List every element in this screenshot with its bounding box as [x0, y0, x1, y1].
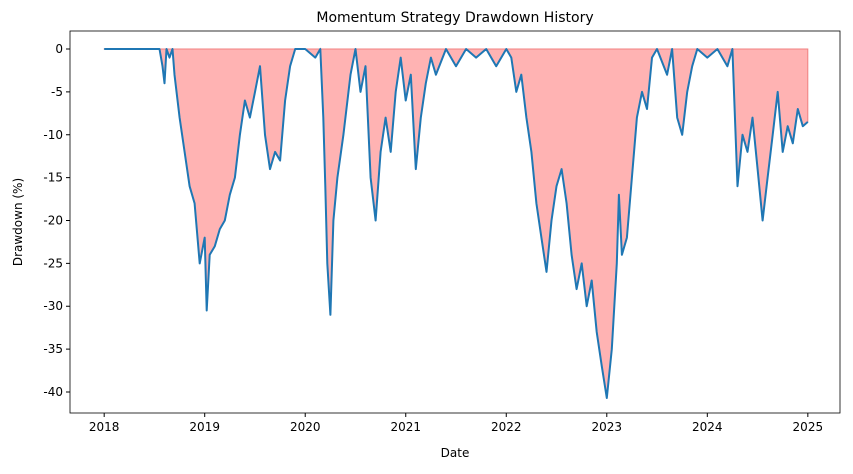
y-axis-label: Drawdown (%) — [11, 178, 25, 266]
x-tick-label: 2025 — [793, 420, 824, 434]
y-tick-label: -10 — [43, 128, 63, 142]
plot-frame — [69, 30, 841, 414]
x-axis-label: Date — [441, 446, 470, 460]
y-tick-label: -5 — [51, 85, 63, 99]
drawdown-area — [103, 47, 809, 399]
x-tick-label: 2019 — [189, 420, 220, 434]
y-tick-label: -15 — [43, 171, 63, 185]
drawdown-line — [104, 48, 809, 399]
x-tick-label: 2020 — [290, 420, 321, 434]
y-tick-label: -40 — [43, 385, 63, 399]
x-tick-label: 2023 — [592, 420, 623, 434]
y-tick-label: -20 — [43, 213, 63, 227]
y-tick-label: 0 — [55, 42, 63, 56]
x-tick-label: 2021 — [390, 420, 421, 434]
y-tick-label: -30 — [43, 299, 63, 313]
y-tick-label: -35 — [43, 342, 63, 356]
chart-title: Momentum Strategy Drawdown History — [316, 10, 593, 26]
x-tick-label: 2022 — [491, 420, 522, 434]
x-tick-label: 2024 — [692, 420, 723, 434]
x-tick-label: 2018 — [89, 420, 120, 434]
y-tick-label: -25 — [43, 256, 63, 270]
